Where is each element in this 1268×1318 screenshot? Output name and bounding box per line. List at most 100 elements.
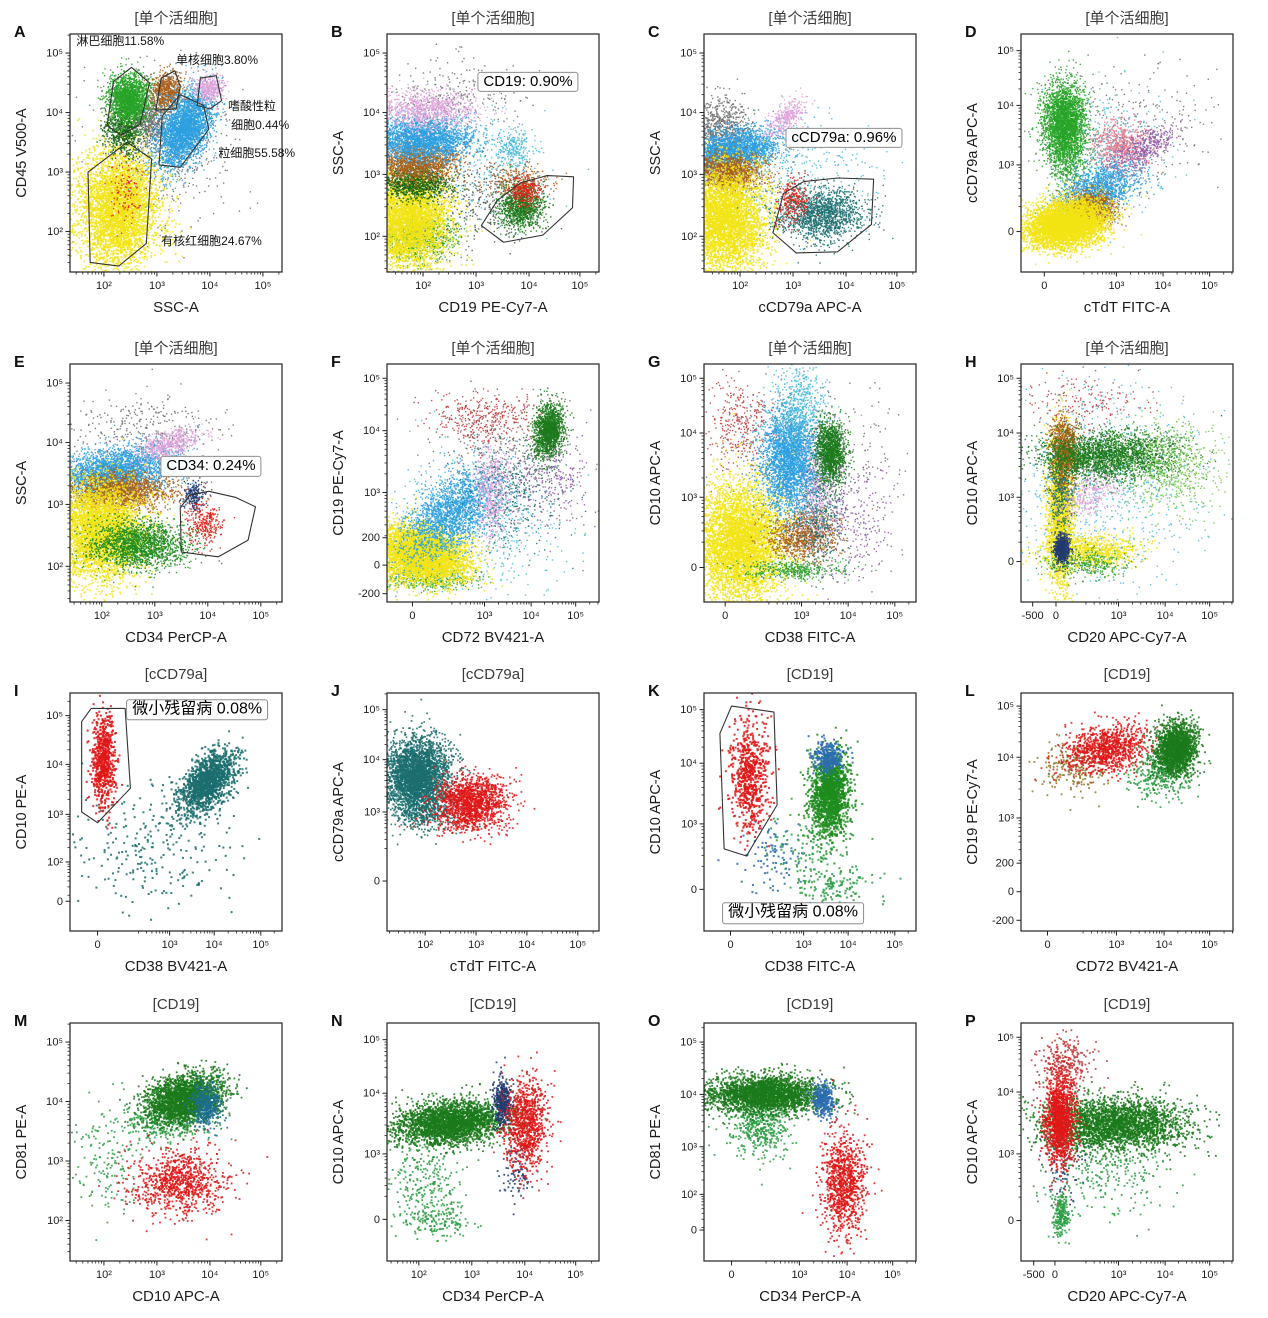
y-tick-label: 10⁵	[46, 1037, 63, 1049]
panel-C: C [单个活细胞] SSC-A cCD79a APC-A 10² 10³ 10⁴ 10⁵ 10²…	[634, 0, 951, 329]
y-tick-label: 0	[374, 876, 380, 888]
x-tick-label: 10²	[411, 1269, 427, 1281]
panel-M: M [CD19] CD81 PE-A CD10 APC-A 10² 10³ 10⁴ 10⁵ 10…	[0, 989, 317, 1318]
x-tick-label: 10³	[468, 280, 484, 292]
panel-letter: K	[648, 683, 660, 700]
x-tick-label: 0	[722, 610, 728, 622]
y-tick-label: 10³	[998, 492, 1014, 504]
y-tick-label: 10²	[681, 231, 697, 243]
panel-I: I [cCD79a] CD10 PE-A CD38 BV421-A 0 10³ 10⁴ 10⁵…	[0, 659, 317, 988]
panel-letter: J	[331, 683, 340, 700]
x-tick-label: 10⁴	[516, 1269, 533, 1281]
y-tick-label: 10⁵	[46, 710, 63, 722]
y-tick-label: 10³	[998, 812, 1014, 824]
x-tick-label: 10⁵	[255, 280, 272, 292]
annotation-text: 有核红细胞24.67%	[161, 234, 262, 249]
panel-L: L [CD19] CD19 PE-Cy7-A CD72 BV421-A 0 10³ 10⁴ 1…	[951, 659, 1268, 988]
x-axis-label: CD20 APC-Cy7-A	[1067, 629, 1187, 646]
panel-letter: O	[648, 1013, 661, 1030]
x-tick-label: -500	[1022, 610, 1044, 622]
y-tick-label: 10³	[681, 169, 697, 181]
x-tick-label: 10⁵	[1201, 280, 1218, 292]
y-tick-label: 10³	[364, 1148, 380, 1160]
x-tick-label: 10⁴	[840, 939, 857, 951]
scatter-dots-canvas	[704, 1023, 916, 1261]
panel-letter: H	[965, 354, 977, 371]
x-axis-label: CD38 FITC-A	[764, 629, 856, 646]
y-axis-label: cCD79a APC-A	[331, 762, 347, 862]
y-tick-label: 10⁵	[680, 373, 697, 385]
scatter-plot-area	[1021, 364, 1233, 602]
y-tick-label: 10³	[364, 807, 380, 819]
y-tick-label: 200	[362, 532, 380, 544]
y-tick-label: 200	[996, 858, 1014, 870]
panel-title: [单个活细胞]	[134, 10, 218, 27]
x-tick-label: 10⁵	[572, 280, 589, 292]
panel-G: G [单个活细胞] CD10 APC-A CD38 FITC-A 0 10³ 10⁴ 10⁵ 0…	[634, 330, 951, 659]
x-tick-label: 10²	[415, 280, 431, 292]
x-tick-label: 10⁴	[1155, 280, 1172, 292]
x-tick-label: 10²	[417, 939, 433, 951]
y-tick-label: 10³	[47, 1156, 63, 1168]
y-tick-label: 0	[374, 560, 380, 572]
y-tick-label: 10⁵	[363, 373, 380, 385]
annotation-text: 嗜酸性粒	[227, 98, 276, 113]
scatter-plot-area	[387, 34, 599, 272]
scatter-dots-canvas	[704, 693, 916, 931]
panel-letter: M	[14, 1013, 28, 1030]
scatter-dots-canvas	[70, 364, 282, 602]
y-tick-label: 10⁴	[363, 425, 380, 437]
x-tick-label: 10⁴	[201, 280, 218, 292]
y-tick-label: 10⁵	[680, 1037, 697, 1049]
x-tick-label: 10⁵	[1201, 939, 1218, 951]
x-tick-label: 10³	[477, 610, 493, 622]
y-tick-label: 0	[57, 896, 63, 908]
x-tick-label: 10²	[94, 610, 110, 622]
x-tick-label: 10²	[96, 280, 112, 292]
y-tick-label: 0	[691, 562, 697, 574]
scatter-plot-area	[704, 364, 916, 602]
scatter-plot-area	[387, 364, 599, 602]
scatter-dots-canvas	[387, 1023, 599, 1261]
x-tick-label: 10³	[149, 280, 165, 292]
y-tick-label: 10⁴	[46, 759, 63, 771]
scatter-plot-area	[387, 693, 599, 931]
x-tick-label: 10³	[147, 610, 163, 622]
y-tick-label: 10⁴	[363, 1088, 380, 1100]
y-tick-label: 10⁴	[997, 1087, 1014, 1099]
gate-label: CD34: 0.24%	[160, 456, 262, 477]
panel-J: J [cCD79a] cCD79a APC-A cTdT FITC-A 10² 10³ 10…	[317, 659, 634, 988]
x-tick-label: 10⁵	[252, 610, 269, 622]
panel-title: [CD19]	[786, 666, 834, 683]
scatter-plot-area	[704, 1023, 916, 1261]
x-tick-label: 10⁵	[889, 280, 906, 292]
y-tick-label: 10²	[47, 856, 63, 868]
x-axis-label: CD34 PerCP-A	[759, 1288, 861, 1305]
y-tick-label: 10⁵	[997, 1032, 1014, 1044]
x-tick-label: 10⁴	[518, 939, 535, 951]
panel-F: F [单个活细胞] CD19 PE-Cy7-A CD72 BV421-A 0 10³ 10⁴…	[317, 330, 634, 659]
x-tick-label: 0	[94, 939, 100, 951]
y-tick-label: 10³	[681, 492, 697, 504]
x-axis-label: CD34 PerCP-A	[125, 629, 227, 646]
gate-label: CD19: 0.90%	[477, 71, 579, 92]
y-tick-label: -200	[992, 915, 1014, 927]
y-axis-label: CD10 APC-A	[648, 769, 664, 855]
panel-title: [cCD79a]	[461, 666, 525, 683]
x-tick-label: 0	[1041, 280, 1047, 292]
y-tick-label: 10⁴	[997, 428, 1014, 440]
panel-letter: L	[965, 683, 975, 700]
annotation-text: 细胞0.44%	[231, 117, 290, 132]
panel-title: [单个活细胞]	[1085, 10, 1169, 27]
panel-title: [单个活细胞]	[768, 10, 852, 27]
y-tick-label: 10⁴	[997, 752, 1014, 764]
x-tick-label: 10⁴	[1157, 610, 1174, 622]
y-tick-label: 0	[1008, 556, 1014, 568]
y-tick-label: 10⁴	[680, 1089, 697, 1101]
y-tick-label: 0	[374, 1214, 380, 1226]
panel-letter: D	[965, 24, 977, 41]
panel-letter: G	[648, 354, 661, 371]
x-axis-label: CD72 BV421-A	[1075, 958, 1179, 975]
x-tick-label: 10³	[796, 939, 812, 951]
x-tick-label: 10³	[1108, 939, 1124, 951]
